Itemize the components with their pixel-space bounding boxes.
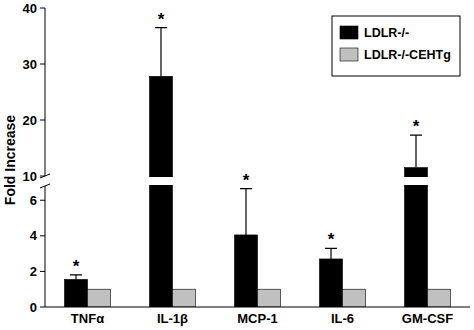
bar bbox=[428, 289, 451, 307]
x-tick-label: MCP-1 bbox=[237, 311, 277, 326]
legend: LDLR-/- LDLR-/-CEHTg bbox=[332, 16, 460, 76]
y-tick-label: 30 bbox=[23, 57, 37, 72]
x-tick-label: GM-CSF bbox=[402, 311, 453, 326]
bar bbox=[65, 279, 88, 307]
bar bbox=[173, 289, 196, 307]
significance-marker: * bbox=[413, 117, 420, 136]
y-tick bbox=[40, 271, 45, 272]
error-bar bbox=[155, 28, 167, 77]
y-tick-label: 20 bbox=[23, 113, 37, 128]
y-tick-label: 40 bbox=[23, 1, 37, 16]
axis-break bbox=[37, 177, 470, 185]
y-tick bbox=[40, 176, 45, 177]
chart: * * * * * 0 2 4 6 10 20 30 40 TNFα IL-1β MCP-1 IL-6 GM-CS… bbox=[0, 0, 474, 330]
x-tick-label: IL-1β bbox=[157, 311, 188, 326]
bar bbox=[320, 259, 343, 307]
legend-label: LDLR-/-CEHTg bbox=[364, 48, 451, 62]
y-tick bbox=[40, 64, 45, 65]
significance-marker: * bbox=[243, 171, 250, 190]
bar bbox=[150, 76, 173, 307]
bar bbox=[235, 235, 258, 307]
y-tick bbox=[40, 8, 45, 9]
bar bbox=[88, 289, 111, 307]
significance-marker: * bbox=[73, 257, 80, 276]
legend-label: LDLR-/- bbox=[364, 26, 409, 40]
bars bbox=[65, 76, 451, 307]
x-tick-label: IL-6 bbox=[331, 311, 354, 326]
y-tick bbox=[40, 200, 45, 201]
y-tick bbox=[40, 120, 45, 121]
bar bbox=[343, 289, 366, 307]
y-axis bbox=[45, 8, 46, 176]
legend-swatch bbox=[340, 48, 358, 61]
bar bbox=[405, 168, 428, 307]
y-tick-label: 0 bbox=[30, 300, 37, 315]
y-tick-label: 4 bbox=[30, 228, 38, 243]
x-tick-label: TNFα bbox=[71, 311, 104, 326]
y-axis bbox=[45, 186, 46, 307]
y-axis-label: Fold Increase bbox=[2, 115, 18, 205]
y-tick bbox=[40, 307, 45, 308]
bar bbox=[258, 289, 281, 307]
significance-marker: * bbox=[158, 10, 165, 29]
legend-box bbox=[332, 16, 460, 76]
y-tick-label: 10 bbox=[23, 169, 37, 184]
error-bar bbox=[410, 135, 422, 167]
axis-break-mark bbox=[40, 174, 50, 188]
significance-marker: * bbox=[328, 230, 335, 249]
y-tick-label: 2 bbox=[30, 264, 37, 279]
x-axis bbox=[45, 307, 470, 308]
error-bar bbox=[240, 189, 252, 235]
error-bar bbox=[325, 248, 337, 259]
legend-swatch bbox=[340, 26, 358, 39]
y-tick bbox=[40, 235, 45, 236]
y-tick-label: 6 bbox=[30, 193, 37, 208]
